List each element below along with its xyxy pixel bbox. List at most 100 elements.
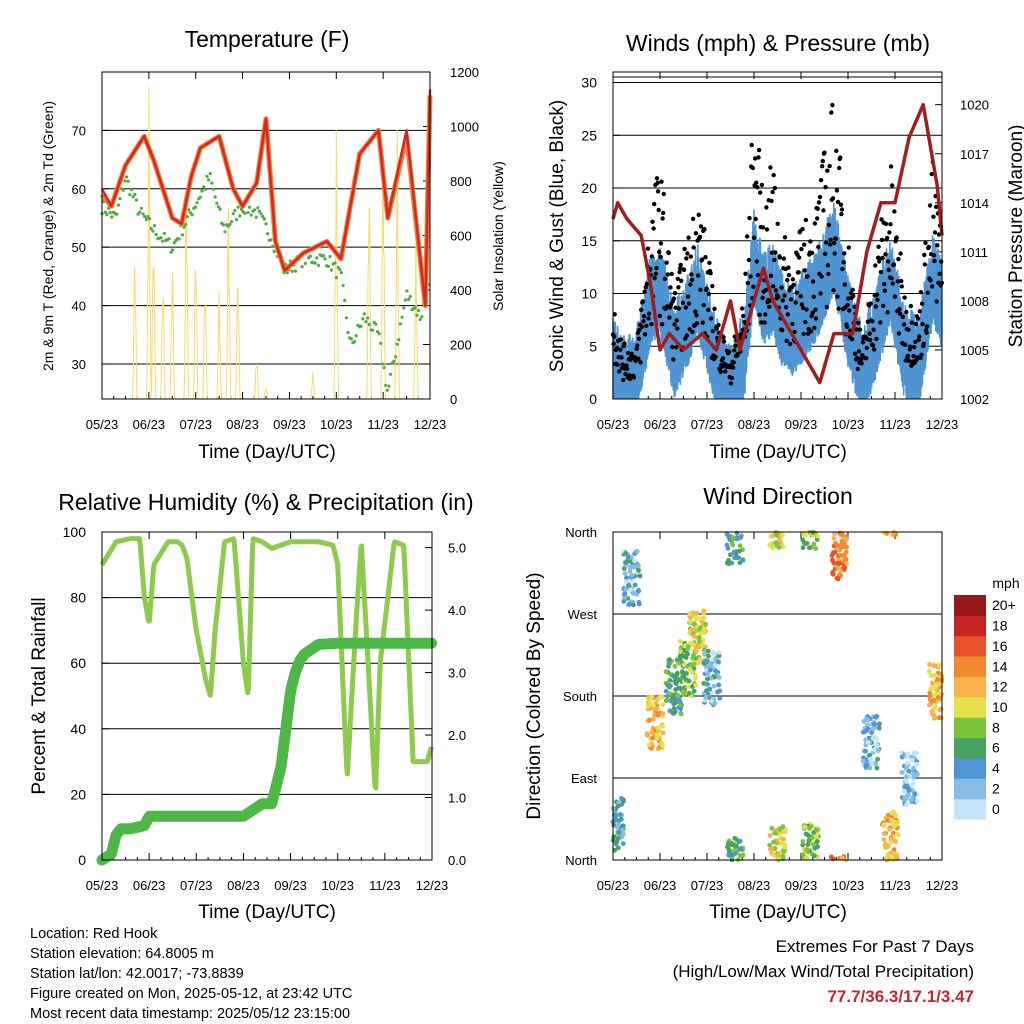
gust-point [826, 222, 832, 228]
pressure-line [611, 102, 944, 385]
direction-point [886, 827, 892, 832]
dir-ytick-label: South [563, 689, 597, 704]
gust-point [704, 286, 709, 291]
dewpoint-point [252, 208, 257, 212]
dewpoint-point [154, 232, 158, 237]
winds-xlabel: Time (Day/UTC) [709, 442, 847, 463]
wind-xtick-label: 10/23 [832, 417, 865, 432]
direction-point [891, 830, 896, 836]
colorbar-swatch [954, 696, 986, 718]
gust-point [754, 180, 759, 185]
dir-xtick-label: 07/23 [691, 878, 724, 893]
gust-point [856, 349, 862, 354]
gust-point [860, 353, 865, 358]
direction-point [678, 711, 684, 717]
dewpoint-point [134, 198, 138, 202]
direction-point [636, 563, 641, 569]
direction-point [671, 706, 677, 711]
direction-point [618, 817, 624, 822]
direction-point [677, 653, 683, 659]
dewpoint-point [138, 210, 142, 214]
direction-point [736, 555, 741, 560]
direction-point [647, 699, 652, 705]
temp-2m-line [100, 89, 432, 307]
direction-point [905, 760, 911, 766]
direction-point [634, 549, 640, 554]
gust-point [836, 306, 841, 311]
direction-point [678, 685, 683, 691]
gust-point [673, 305, 678, 310]
gust-point [729, 375, 735, 381]
gust-point [934, 204, 939, 209]
gust-point [646, 316, 651, 321]
rh-xtick-label: 10/23 [321, 878, 354, 893]
dewpoint-point [400, 315, 404, 319]
colorbar-label: 16 [992, 638, 1008, 654]
direction-point [667, 708, 673, 714]
colorbar-label: 12 [992, 679, 1008, 695]
gust-point [925, 290, 930, 295]
direction-point [651, 703, 656, 708]
direction-point [623, 550, 628, 556]
dewpoint-point [397, 338, 401, 342]
direction-point [668, 683, 673, 688]
temperature-plot-frame [101, 71, 431, 400]
dewpoint-point [223, 230, 227, 234]
dewpoint-point [316, 263, 321, 267]
direction-point [830, 557, 835, 563]
gust-point [671, 296, 677, 301]
gust-point [798, 294, 803, 299]
dewpoint-point [215, 201, 219, 205]
gust-point [809, 313, 814, 319]
gust-point [859, 357, 864, 362]
gust-point [652, 201, 657, 207]
gust-point [661, 210, 666, 216]
gust-point [756, 155, 761, 160]
gust-point [611, 341, 616, 346]
gust-point [750, 165, 756, 171]
direction-point [875, 756, 880, 762]
dir-xtick-label: 09/23 [785, 878, 818, 893]
direction-point [704, 688, 709, 693]
gust-point [708, 271, 713, 276]
gust-point [890, 183, 895, 188]
rh-xtick-label: 12/23 [416, 878, 449, 893]
dewpoint-point [126, 179, 130, 183]
gust-point [804, 307, 809, 312]
gust-point [691, 245, 696, 250]
dewpoint-point [210, 181, 214, 185]
gust-point [732, 348, 737, 353]
dewpoint-point [152, 224, 157, 228]
direction-point [935, 695, 941, 700]
direction-point [737, 543, 743, 549]
direction-point [660, 702, 666, 708]
dewpoint-point [228, 222, 232, 227]
gust-point [916, 337, 921, 343]
dewpoint-point [313, 261, 317, 265]
dewpoint-point [202, 185, 206, 189]
gust-point [900, 314, 906, 320]
direction-point [660, 723, 666, 729]
gust-point [856, 320, 861, 326]
direction-point [621, 599, 627, 604]
humidity-plot-frame [101, 531, 433, 861]
gust-point [760, 225, 766, 230]
gust-point [708, 316, 714, 321]
latlon-text: Station lat/lon: 42.0017; -73.8839 [30, 966, 244, 982]
direction-point [660, 711, 666, 716]
dewpoint-point [243, 211, 247, 215]
direction-point [935, 681, 941, 687]
gust-point [649, 321, 654, 327]
direction-point [693, 614, 698, 620]
direction-point [685, 684, 691, 690]
dewpoint-point [341, 283, 345, 288]
direction-point [710, 650, 716, 655]
dewpoint-point [184, 222, 188, 227]
humidity-ylabel-left: Percent & Total Rainfall [29, 597, 50, 794]
temp-y2tick-label: 200 [450, 338, 472, 353]
wind-ytick-label: 20 [581, 180, 597, 196]
gust-point [812, 221, 818, 226]
gust-point [741, 313, 746, 319]
direction-point [712, 662, 718, 668]
dewpoint-point [402, 306, 406, 310]
